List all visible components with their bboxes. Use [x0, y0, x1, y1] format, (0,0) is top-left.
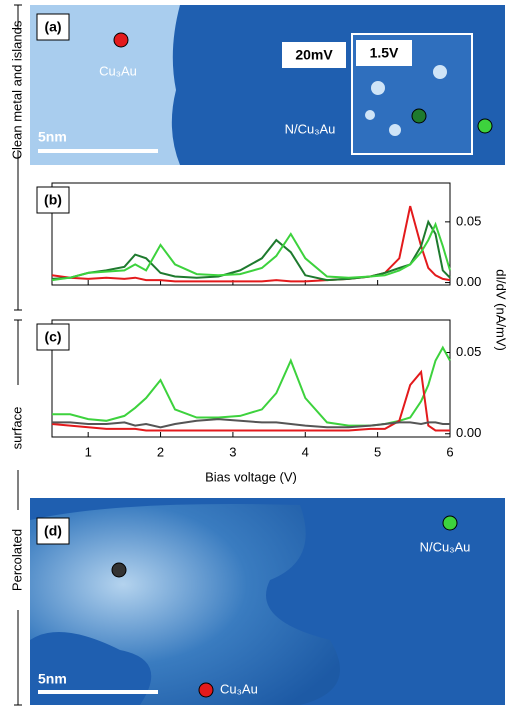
x-tick-label: 4: [302, 444, 309, 459]
y-tick-label: 0.05: [456, 344, 481, 359]
label-box: [36, 13, 70, 41]
side-label: Percolated: [9, 529, 24, 591]
marker: [442, 515, 458, 531]
spectrum-line: [52, 418, 450, 429]
inset-label-box: [282, 42, 346, 68]
inset-label: 20mV: [295, 47, 333, 63]
annotation: Cu₃Au: [220, 681, 258, 696]
side-label: Clean metal and islands: [9, 20, 24, 159]
feature: [371, 81, 385, 95]
bracket: [14, 4, 22, 311]
feature: [365, 110, 375, 120]
x-tick-label: 5: [374, 444, 381, 459]
bracket: [14, 319, 22, 706]
marker: [113, 32, 129, 48]
x-tick-label: 2: [157, 444, 164, 459]
label-box: [36, 186, 70, 214]
panel-a: (a) Cu₃Au 20mV 1.5V N/Cu₃Au 5nm: [30, 5, 505, 165]
y-axis-label: dI/dV (nA/mV): [494, 269, 509, 351]
scale-label: 5nm: [38, 129, 67, 145]
x-tick-label: 6: [446, 444, 453, 459]
x-tick-label: 3: [229, 444, 236, 459]
marker: [111, 562, 127, 578]
panel-label: (a): [44, 19, 61, 35]
inset-label: 1.5V: [370, 45, 399, 61]
marker: [411, 108, 427, 124]
y-tick-label: 0.00: [456, 274, 481, 289]
y-tick-label: 0.00: [456, 425, 481, 440]
spectrum-line: [51, 205, 451, 283]
annotation: N/Cu₃Au: [420, 539, 471, 554]
feature: [389, 124, 401, 136]
x-axis-label: Bias voltage (V): [205, 469, 297, 484]
spectrum-line: [51, 221, 451, 282]
spectrum-line: [51, 219, 451, 282]
panel-label: (c): [44, 329, 61, 345]
plot-frame: [51, 182, 451, 286]
scale-bar: [38, 690, 158, 694]
feature: [433, 65, 447, 79]
spectrum-line: [51, 369, 450, 432]
label-box: [36, 323, 70, 351]
scale-label: 5nm: [38, 671, 67, 687]
annotation: N/Cu₃Au: [285, 121, 336, 136]
panel-d: (d) N/Cu₃Au Cu₃Au 5nm: [30, 498, 505, 705]
scale-bar: [38, 149, 158, 153]
x-tick-label: 1: [85, 444, 92, 459]
plot-frame: [51, 319, 451, 438]
y-tick-label: 0.05: [456, 213, 481, 228]
panel-label: (d): [44, 523, 62, 539]
panel-label: (b): [44, 192, 62, 208]
metal-region: [30, 504, 340, 705]
brackets: [14, 4, 22, 706]
side-label: surface: [9, 407, 24, 450]
marker: [477, 118, 493, 134]
marker: [198, 682, 214, 698]
metal-region: [30, 5, 180, 165]
label-box: [36, 517, 70, 545]
spectrum-line: [52, 345, 451, 427]
annotation: Cu₃Au: [99, 63, 137, 78]
inset-label-box: [356, 40, 412, 66]
